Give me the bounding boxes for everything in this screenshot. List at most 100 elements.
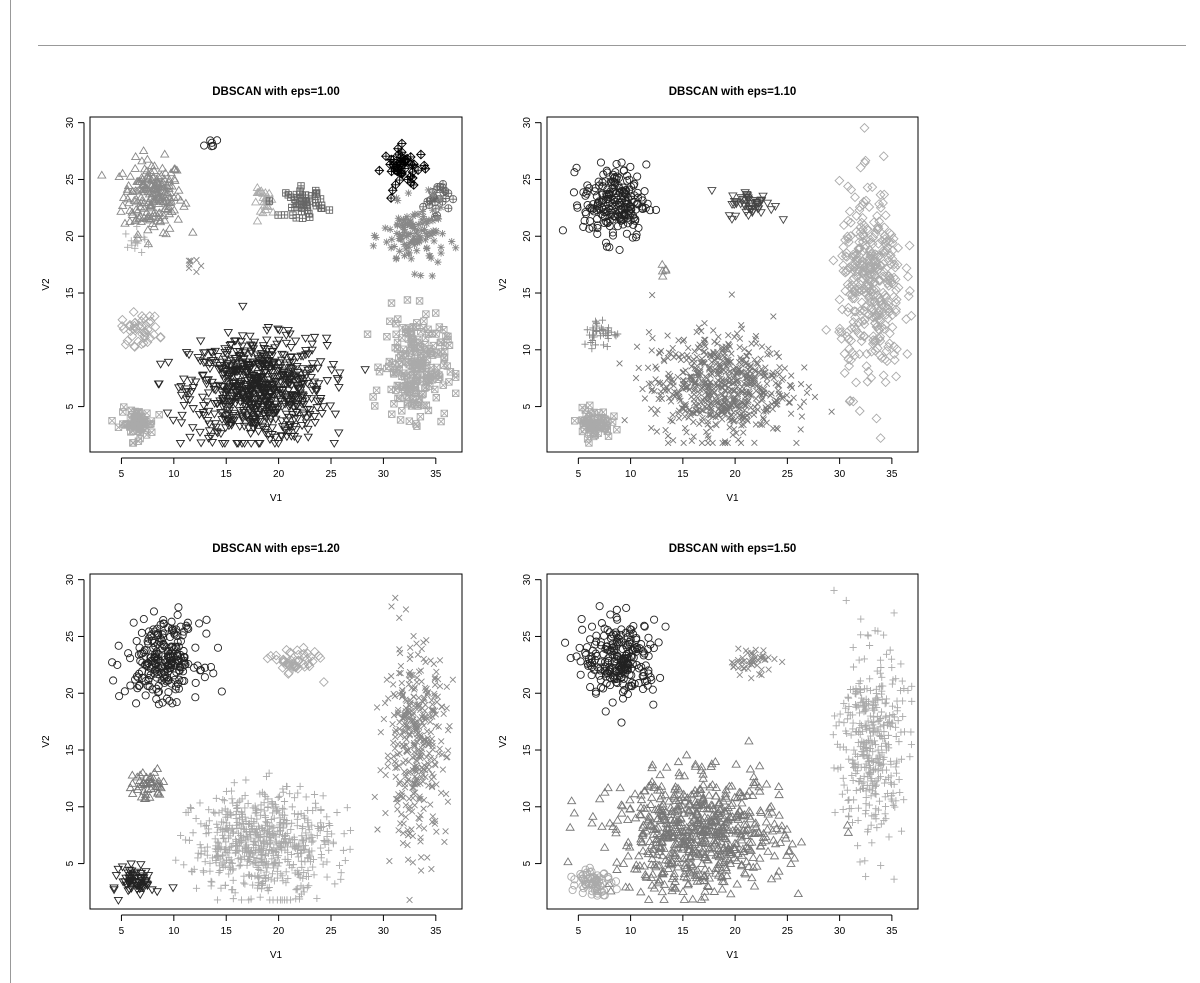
data-point-cluster-1 bbox=[591, 689, 600, 698]
data-point-cluster-5 bbox=[238, 795, 246, 803]
data-point-cluster-6 bbox=[149, 329, 159, 340]
data-point-cluster-1 bbox=[176, 663, 185, 672]
data-point-cluster-12 bbox=[400, 240, 408, 249]
data-point-cluster-6 bbox=[394, 709, 402, 716]
data-point-cluster-6 bbox=[731, 417, 738, 424]
data-point-cluster-1 bbox=[126, 654, 135, 663]
data-point-cluster-1 bbox=[164, 197, 174, 206]
data-point-cluster-5 bbox=[308, 838, 316, 846]
data-point-cluster-2 bbox=[292, 663, 303, 674]
data-point-cluster-12 bbox=[401, 215, 410, 224]
data-point-cluster-5 bbox=[196, 439, 206, 448]
data-point-cluster-5 bbox=[248, 400, 259, 409]
data-point-cluster-11 bbox=[433, 183, 442, 192]
data-point-cluster-6 bbox=[743, 374, 751, 381]
data-point-cluster-5 bbox=[181, 395, 192, 404]
data-point-cluster-6 bbox=[416, 731, 423, 739]
data-point-cluster-6 bbox=[382, 809, 389, 817]
data-point-cluster-5 bbox=[329, 439, 339, 448]
data-point-cluster-10 bbox=[415, 149, 426, 160]
data-point-cluster-1 bbox=[593, 223, 602, 233]
data-point-cluster-6 bbox=[740, 380, 748, 387]
data-point-cluster-3 bbox=[729, 198, 740, 207]
data-point-cluster-7 bbox=[890, 262, 901, 273]
data-point-cluster-5 bbox=[216, 866, 224, 875]
data-point-cluster-5 bbox=[298, 824, 306, 833]
chart-panel-1: DBSCAN with eps=1.005 10 15 20 25 30 35V151015… bbox=[41, 86, 463, 504]
data-point-cluster-6 bbox=[775, 390, 783, 397]
data-point-cluster-4 bbox=[598, 316, 607, 324]
data-point-cluster-5 bbox=[248, 345, 259, 354]
data-point-cluster-3 bbox=[132, 772, 142, 781]
data-point-cluster-5 bbox=[279, 788, 287, 796]
data-point-cluster-4 bbox=[143, 872, 154, 881]
data-point-cluster-1 bbox=[570, 168, 579, 177]
data-point-cluster-7 bbox=[119, 408, 127, 416]
data-point-cluster-1 bbox=[167, 626, 176, 635]
data-point-cluster-7 bbox=[891, 304, 902, 315]
data-point-cluster-5 bbox=[204, 825, 213, 833]
data-point-cluster-5 bbox=[259, 412, 270, 421]
data-point-cluster-1 bbox=[639, 668, 648, 677]
data-point-cluster-1 bbox=[133, 684, 142, 693]
data-point-cluster-4 bbox=[581, 340, 589, 348]
data-point-cluster-5 bbox=[242, 841, 251, 849]
data-point-cluster-4 bbox=[138, 872, 149, 881]
data-point-cluster-2 bbox=[315, 652, 326, 663]
data-point-cluster-9 bbox=[297, 207, 306, 216]
data-point-cluster-1 bbox=[627, 682, 636, 691]
data-point-cluster-6 bbox=[670, 382, 677, 389]
data-point-cluster-7 bbox=[838, 265, 849, 276]
data-point-cluster-1 bbox=[613, 633, 622, 643]
data-point-cluster-5 bbox=[232, 373, 243, 382]
data-point-cluster-5 bbox=[261, 362, 272, 371]
data-point-cluster-2 bbox=[765, 654, 772, 661]
data-point-cluster-6 bbox=[389, 681, 397, 688]
data-point-cluster-1 bbox=[141, 691, 150, 700]
data-point-cluster-1 bbox=[622, 664, 631, 673]
data-point-cluster-3 bbox=[740, 189, 750, 198]
data-point-cluster-1 bbox=[174, 185, 184, 194]
data-point-cluster-5 bbox=[239, 820, 248, 828]
data-point-cluster-5 bbox=[314, 822, 322, 831]
data-point-cluster-6 bbox=[740, 429, 747, 436]
data-point-cluster-3 bbox=[127, 778, 138, 787]
data-point-cluster-5 bbox=[360, 366, 370, 375]
data-point-cluster-5 bbox=[314, 380, 324, 389]
data-point-cluster-1 bbox=[157, 181, 167, 190]
data-point-cluster-1 bbox=[621, 190, 631, 199]
data-point-cluster-7 bbox=[880, 210, 891, 221]
x-tick-label: 30 bbox=[378, 926, 390, 937]
data-point-cluster-1 bbox=[158, 197, 169, 206]
data-point-cluster-7 bbox=[855, 231, 866, 242]
data-point-cluster-2 bbox=[289, 661, 300, 672]
data-point-cluster-5 bbox=[286, 365, 296, 374]
data-point-cluster-6 bbox=[757, 370, 764, 378]
data-point-cluster-6 bbox=[691, 386, 699, 393]
data-point-cluster-6 bbox=[721, 439, 729, 447]
data-point-cluster-1 bbox=[609, 211, 618, 221]
data-point-cluster-5 bbox=[162, 409, 173, 418]
data-point-cluster-6 bbox=[405, 681, 413, 688]
data-point-cluster-6 bbox=[757, 355, 764, 362]
data-point-cluster-2 bbox=[730, 663, 737, 670]
chart-title: DBSCAN with eps=1.10 bbox=[669, 86, 797, 98]
data-point-cluster-4 bbox=[140, 878, 151, 887]
data-point-cluster-5 bbox=[259, 344, 269, 353]
data-point-cluster-7 bbox=[851, 271, 862, 282]
data-point-cluster-5 bbox=[260, 799, 268, 807]
data-point-cluster-6 bbox=[428, 697, 435, 704]
data-point-cluster-12 bbox=[395, 216, 403, 224]
data-point-cluster-13 bbox=[391, 344, 399, 352]
data-point-cluster-5 bbox=[249, 850, 257, 858]
data-point-cluster-5 bbox=[281, 394, 291, 403]
data-point-cluster-6 bbox=[621, 416, 628, 424]
data-point-cluster-6 bbox=[746, 372, 754, 380]
data-point-cluster-1 bbox=[147, 630, 156, 639]
data-point-cluster-5 bbox=[215, 843, 224, 851]
data-point-cluster-5 bbox=[251, 858, 259, 867]
data-point-cluster-6 bbox=[698, 359, 705, 366]
data-point-cluster-1 bbox=[612, 159, 621, 169]
data-point-cluster-7 bbox=[891, 371, 902, 382]
data-point-cluster-3 bbox=[132, 784, 143, 793]
